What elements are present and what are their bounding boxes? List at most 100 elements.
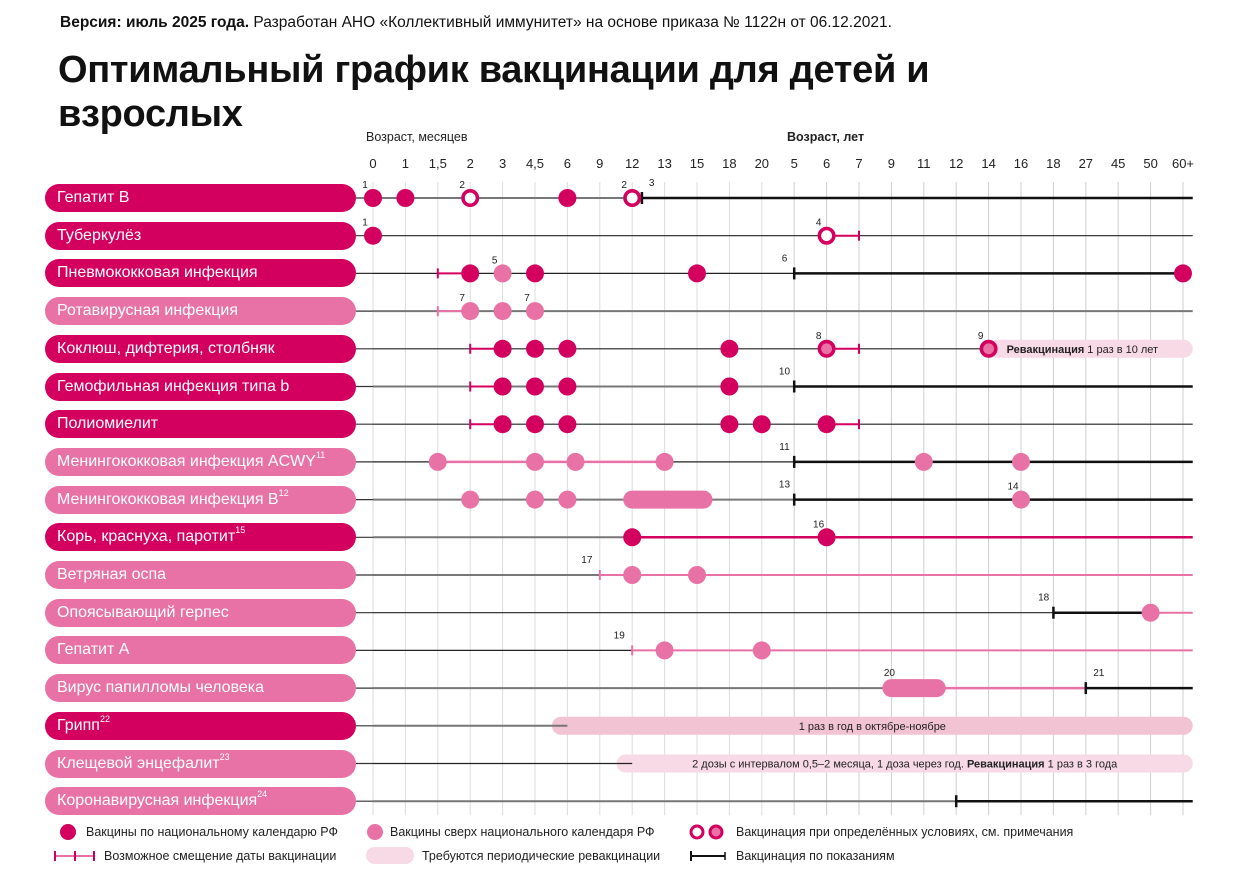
band-text: 2 дозы с интервалом 0,5–2 месяца, 1 доза… bbox=[692, 759, 1118, 771]
row-label: Вирус папилломы человека bbox=[45, 674, 356, 703]
footnote-sup: 24 bbox=[257, 789, 268, 800]
row-label: Гемофильная инфекция типа b bbox=[45, 372, 356, 401]
dose-extra bbox=[688, 566, 706, 584]
row-label-text: Гепатит В bbox=[57, 189, 130, 206]
row-label: Ротавирусная инфекция bbox=[45, 297, 356, 326]
version-bold: Версия: июль 2025 года. bbox=[60, 14, 250, 31]
legend-periodic-label: Требуются периодические ревакцинации bbox=[422, 849, 661, 863]
row-label-text: Менингококковая инфекция ACWY bbox=[57, 452, 316, 470]
dose-range-pill bbox=[623, 490, 713, 509]
dose-conditional bbox=[623, 189, 642, 208]
tick-label: 3 bbox=[499, 156, 506, 171]
footnote-marker: 2 bbox=[459, 180, 465, 191]
page-title: Оптимальный график вакцинации для детей … bbox=[58, 49, 930, 135]
tick-label: 45 bbox=[1111, 156, 1125, 171]
row-label-text: Грипп bbox=[57, 716, 100, 734]
dose-national bbox=[623, 528, 642, 547]
row-label-text: Корь, краснуха, паротит bbox=[57, 528, 236, 546]
legend-indication-icon bbox=[690, 851, 726, 861]
tick-label: 1,5 bbox=[429, 156, 447, 171]
dose-national bbox=[558, 339, 577, 358]
tick-label: 2 bbox=[467, 156, 474, 171]
legend-periodic-icon bbox=[366, 847, 414, 864]
row-label: Коронавирусная инфекция24 bbox=[45, 787, 356, 816]
legend-extra-icon bbox=[367, 824, 383, 840]
footnote-sup: 23 bbox=[219, 751, 230, 762]
dose-extra bbox=[493, 264, 512, 283]
revaccination-band bbox=[551, 716, 1193, 735]
dose-national bbox=[817, 415, 836, 434]
dose-national bbox=[558, 377, 577, 396]
footnote-marker: 19 bbox=[614, 630, 626, 641]
dose-extra bbox=[566, 452, 585, 471]
dose-extra bbox=[461, 490, 480, 509]
tick-label: 12 bbox=[949, 156, 963, 171]
footnote-marker: 21 bbox=[1093, 668, 1105, 679]
dose-national bbox=[720, 377, 739, 396]
tick-label: 27 bbox=[1079, 156, 1093, 171]
row-label-text: Вирус папилломы человека bbox=[57, 679, 265, 697]
legend-national-icon bbox=[60, 824, 76, 840]
dose-extra bbox=[558, 490, 577, 509]
footnote-sup: 12 bbox=[278, 487, 289, 498]
footnote-marker: 11 bbox=[779, 442, 790, 453]
dose-extra bbox=[655, 641, 674, 660]
dose-conditional-extra bbox=[817, 339, 836, 358]
dose-national bbox=[1174, 264, 1192, 283]
footnote-sup: 22 bbox=[99, 713, 110, 724]
band-text: 1 раз в год в октябре-ноябре bbox=[799, 721, 946, 733]
dose-range-pill bbox=[882, 679, 946, 698]
dose-national bbox=[558, 189, 577, 207]
row-label-text: Коклюш, дифтерия, столбняк bbox=[57, 339, 275, 357]
tick-label: 0 bbox=[369, 156, 376, 171]
dose-extra bbox=[752, 641, 771, 660]
tick-label: 15 bbox=[690, 156, 704, 171]
dose-conditional bbox=[817, 226, 836, 245]
tick-label: 12 bbox=[625, 156, 639, 171]
dose-extra bbox=[914, 452, 933, 471]
footnote-sup: 15 bbox=[235, 525, 246, 536]
dose-extra bbox=[1012, 490, 1030, 509]
footnote-marker: 3 bbox=[649, 178, 655, 189]
footnote-marker: 5 bbox=[492, 255, 498, 266]
tick-label: 11 bbox=[917, 156, 931, 171]
dose-national bbox=[526, 339, 544, 358]
legend-conditional-label: Вакцинация при определённых условиях, см… bbox=[736, 825, 1074, 839]
dose-national bbox=[493, 377, 512, 396]
tick-label: 4,5 bbox=[526, 156, 544, 171]
dose-national bbox=[817, 528, 836, 547]
tick-label: 18 bbox=[1046, 156, 1060, 171]
row-label-text: Пневмококковая инфекция bbox=[57, 264, 258, 282]
row-label: Туберкулёз bbox=[45, 221, 356, 250]
dose-national bbox=[558, 415, 577, 434]
dose-national bbox=[493, 339, 512, 358]
tick-label: 5 bbox=[791, 156, 798, 171]
row-label: Гепатит В bbox=[45, 184, 356, 212]
dose-extra bbox=[1012, 452, 1030, 471]
legend-ring-icon bbox=[689, 824, 705, 840]
row-label: Коклюш, дифтерия, столбняк bbox=[45, 334, 356, 363]
dose-national bbox=[688, 264, 706, 283]
footnote-marker: 16 bbox=[813, 519, 825, 530]
dose-extra bbox=[1141, 603, 1160, 622]
row-label-text: Полиомиелит bbox=[57, 415, 159, 433]
version-line: Версия: июль 2025 года. Разработан АНО «… bbox=[60, 14, 892, 32]
dose-national bbox=[752, 415, 771, 434]
footnote-marker: 13 bbox=[779, 480, 791, 491]
revaccination-band bbox=[988, 339, 1193, 358]
tick-label: 7 bbox=[855, 156, 862, 171]
footnote-marker: 2 bbox=[621, 180, 627, 191]
dose-national bbox=[493, 415, 512, 434]
row-label-text: Коронавирусная инфекция bbox=[57, 792, 258, 810]
dose-extra bbox=[461, 302, 480, 321]
footnote-marker: 10 bbox=[779, 367, 791, 378]
dose-extra bbox=[526, 302, 544, 321]
row-label: Пневмококковая инфекция bbox=[45, 259, 356, 288]
row-label: Полиомиелит bbox=[45, 410, 356, 439]
legend-shift-label: Возможное смещение даты вакцинации bbox=[104, 849, 337, 863]
dose-national bbox=[720, 339, 739, 358]
dose-national bbox=[526, 377, 544, 396]
dose-extra bbox=[655, 452, 674, 471]
band-text: Ревакцинация 1 раз в 10 лет bbox=[1007, 344, 1159, 356]
